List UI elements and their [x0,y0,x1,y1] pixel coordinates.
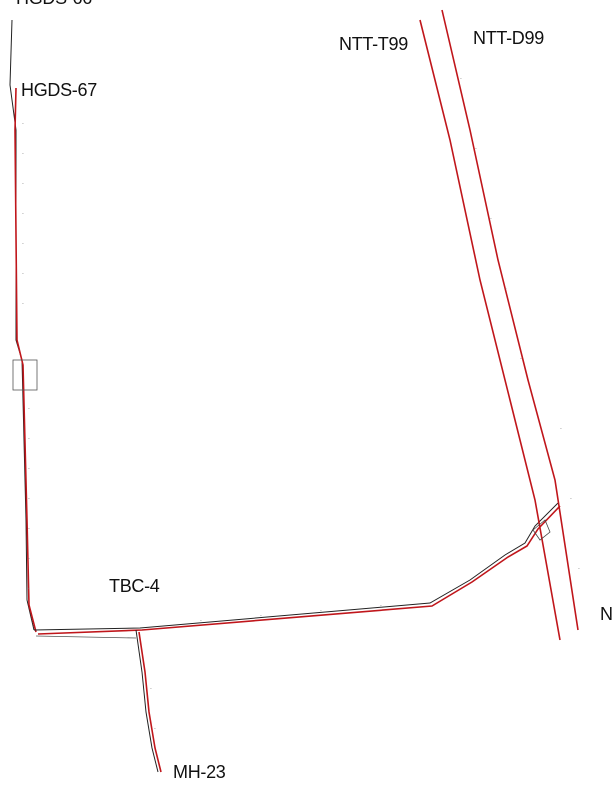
svg-text:-: - [460,76,462,82]
svg-text:-: - [22,241,24,247]
svg-text:-: - [475,146,477,152]
chainage-ticks: - - - - - - - - - - - - - - - - - - - - … [22,76,580,732]
svg-text:-: - [200,618,202,624]
route-ntt-d99 [441,9,579,631]
label-ntt-d99: NTT-D99 [473,28,544,48]
label-top-cut: HGDS-66 [16,0,92,9]
junction-marker [532,519,551,541]
svg-text:-: - [28,406,30,412]
svg-text:-: - [28,496,30,502]
svg-text:-: - [28,556,30,562]
route-ntt-t99 [419,19,561,641]
label-mh-23: MH-23 [173,762,226,782]
svg-text:-: - [22,151,24,157]
route-hgds67 [9,19,38,633]
label-tbc-4: TBC-4 [109,576,160,596]
svg-text:-: - [22,181,24,187]
svg-text:-: - [490,216,492,222]
svg-text:-: - [260,613,262,619]
svg-text:-: - [380,603,382,609]
marker-box [12,359,38,391]
route-main [33,502,561,639]
svg-text:-: - [28,466,30,472]
svg-text:-: - [578,566,580,572]
label-ntt-t99: NTT-T99 [339,34,408,54]
svg-text:-: - [150,686,152,692]
svg-text:-: - [22,211,24,217]
svg-text:-: - [570,496,572,502]
label-hgds-67: HGDS-67 [21,80,97,100]
svg-text:-: - [520,356,522,362]
svg-text:-: - [22,271,24,277]
svg-text:-: - [22,301,24,307]
svg-text:-: - [28,436,30,442]
svg-text:-: - [28,526,30,532]
svg-text:-: - [22,121,24,127]
svg-text:-: - [154,726,156,732]
svg-text:-: - [560,426,562,432]
label-n-cut: N [600,604,612,624]
svg-text:-: - [320,608,322,614]
route-mh23 [135,629,162,773]
svg-text:-: - [505,286,507,292]
svg-text:-: - [28,586,30,592]
